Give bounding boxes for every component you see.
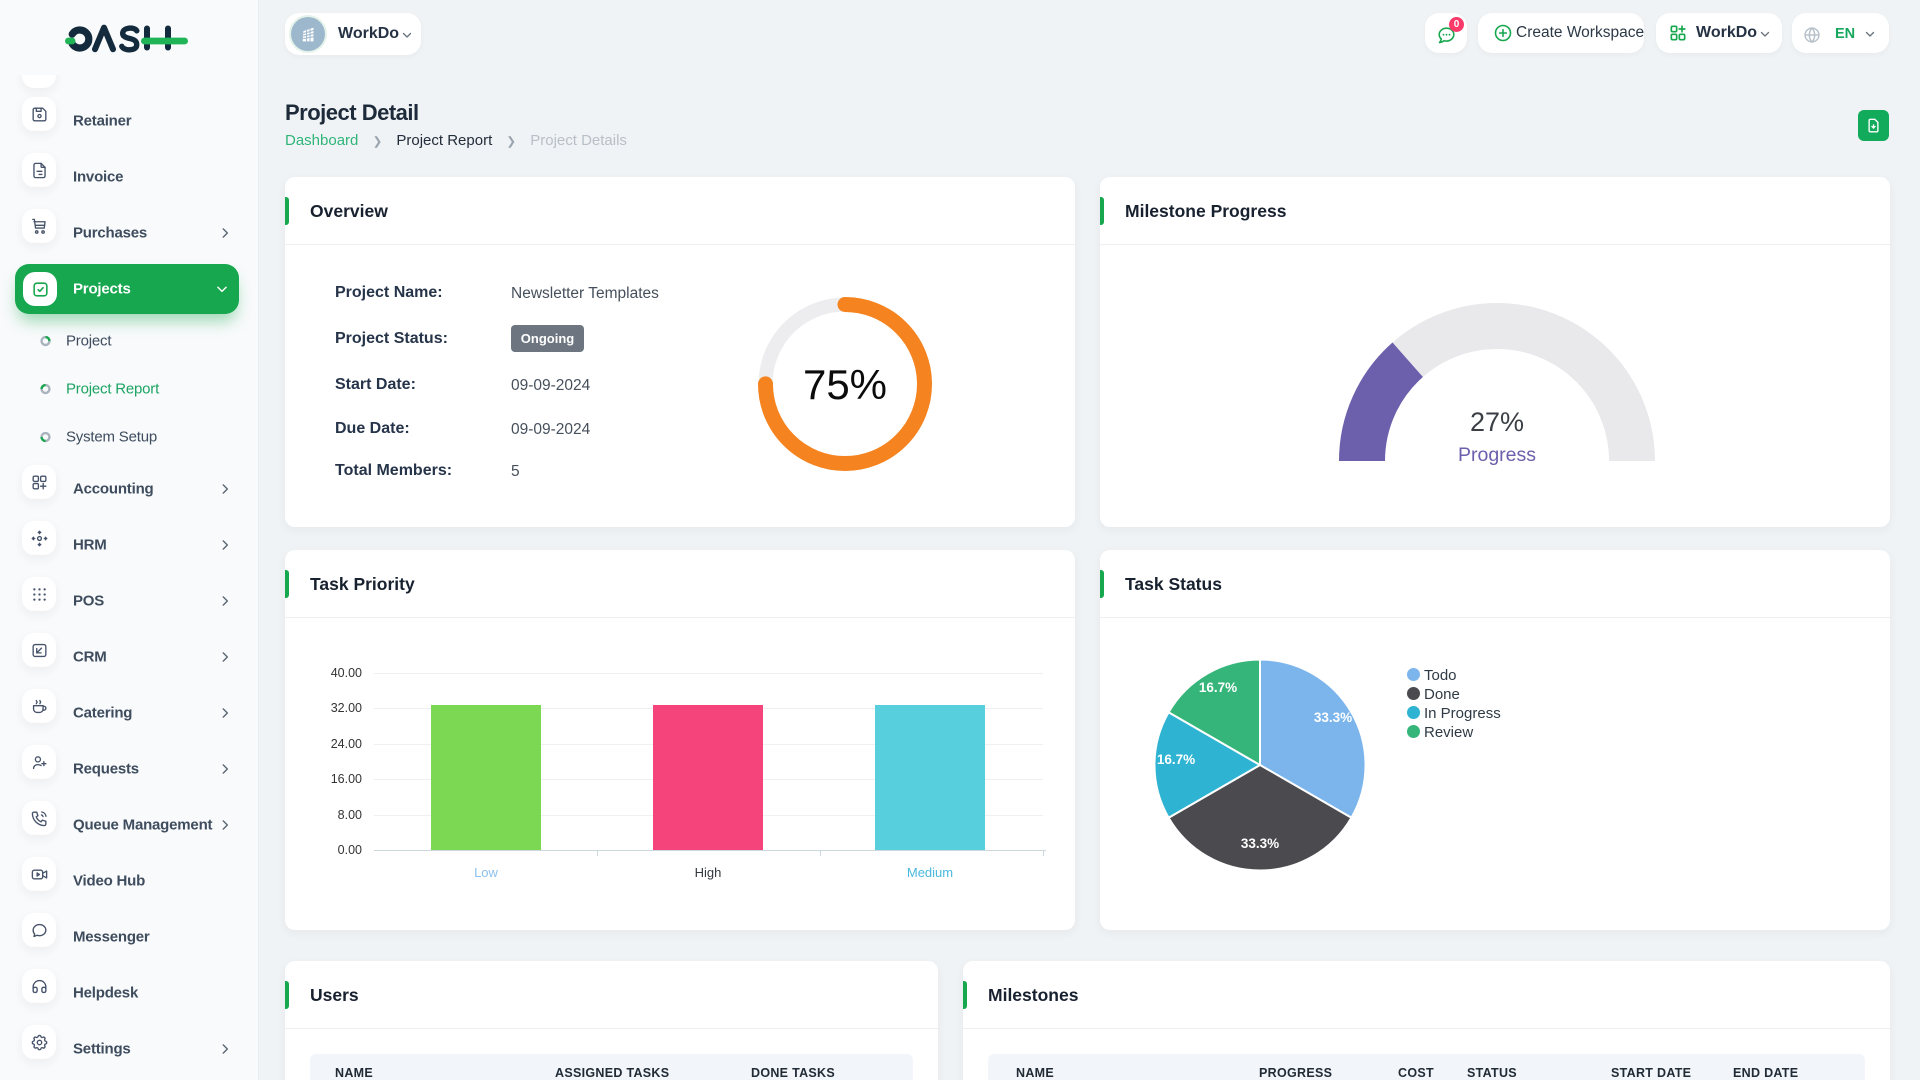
svg-text:16.7%: 16.7%	[1199, 680, 1237, 695]
svg-text:16.7%: 16.7%	[1157, 752, 1195, 767]
svg-text:75%: 75%	[803, 361, 887, 408]
svg-text:33.3%: 33.3%	[1314, 710, 1352, 725]
svg-text:33.3%: 33.3%	[1241, 836, 1279, 851]
